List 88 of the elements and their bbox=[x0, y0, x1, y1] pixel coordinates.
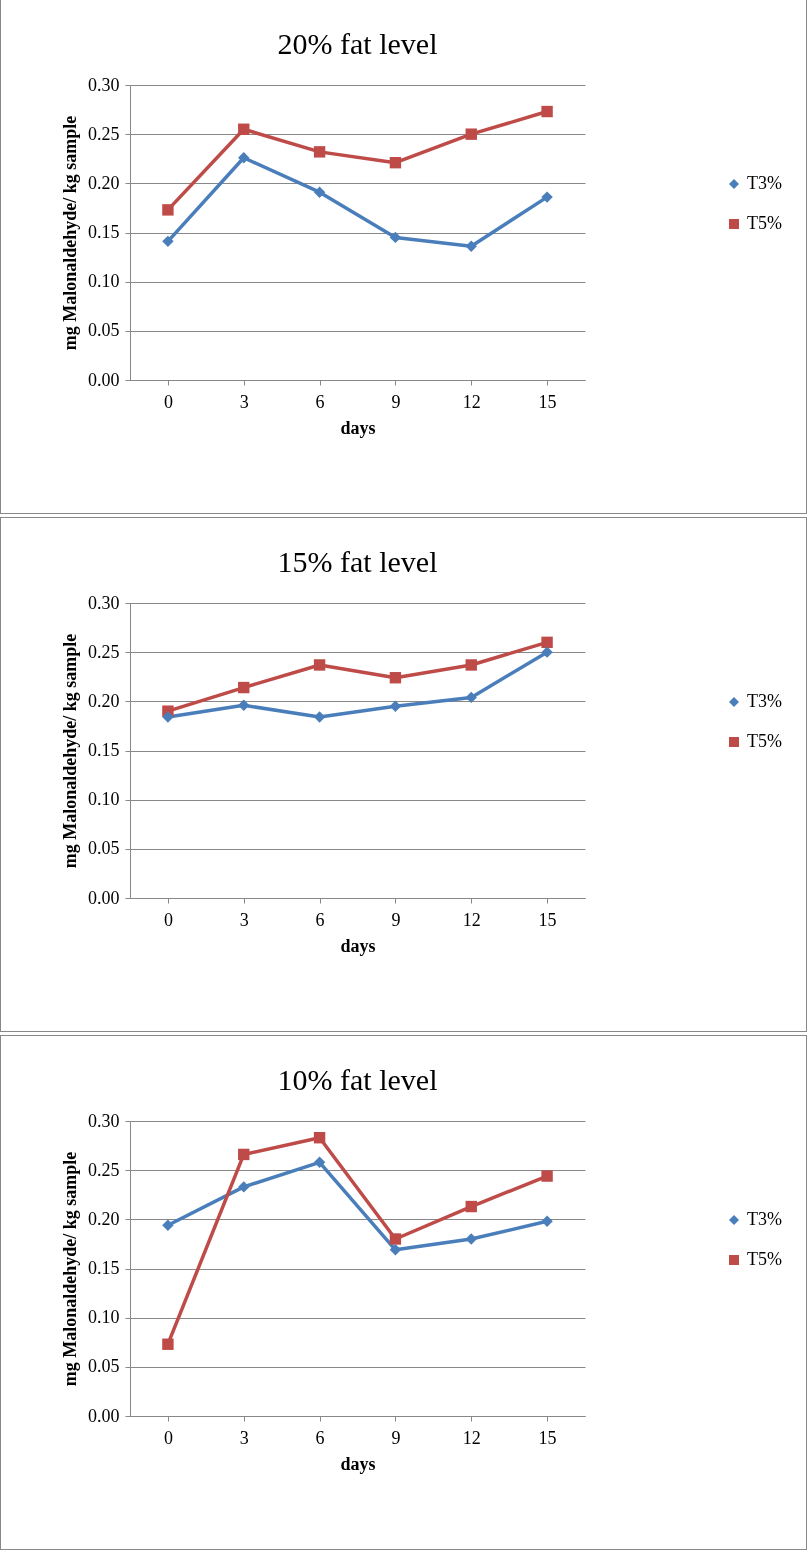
chart-title: 20% fat level bbox=[277, 27, 438, 60]
point bbox=[541, 1170, 553, 1182]
point bbox=[541, 646, 553, 658]
y-tick-label: 0.05 bbox=[88, 320, 120, 341]
point bbox=[162, 1338, 174, 1350]
point bbox=[238, 123, 250, 135]
point bbox=[162, 1219, 174, 1231]
chart-title: 15% fat level bbox=[277, 545, 438, 578]
point bbox=[313, 1156, 326, 1168]
x-tick-label: 0 bbox=[163, 909, 173, 930]
point bbox=[389, 156, 402, 169]
x-tick-label: 3 bbox=[239, 391, 249, 412]
x-tick-label: 15 bbox=[538, 909, 557, 930]
y-tick-label: 0.00 bbox=[88, 1405, 120, 1426]
point bbox=[389, 672, 402, 684]
chart-title: 10% fat level bbox=[277, 1063, 438, 1096]
x-tick-label: 9 bbox=[391, 1427, 401, 1448]
legend-label: T3% bbox=[747, 691, 782, 711]
y-tick-label: 0.25 bbox=[88, 123, 120, 144]
y-tick-label: 0.30 bbox=[88, 1110, 120, 1131]
y-tick-label: 0.30 bbox=[88, 74, 120, 95]
x-tick-label: 3 bbox=[239, 909, 249, 930]
x-tick-label: 15 bbox=[538, 1427, 557, 1448]
point bbox=[313, 146, 326, 158]
y-tick-label: 0.20 bbox=[88, 1208, 120, 1229]
x-tick-label: 15 bbox=[538, 391, 557, 412]
y-tick-label: 0.25 bbox=[88, 1159, 120, 1180]
point bbox=[465, 659, 477, 671]
x-axis-title: days bbox=[340, 417, 376, 438]
x-tick-label: 6 bbox=[315, 391, 325, 412]
y-tick-label: 0.25 bbox=[88, 641, 120, 662]
legend-label: T5% bbox=[747, 1249, 782, 1269]
y-axis-title: mg Malonaldehyde/ kg sample bbox=[60, 115, 80, 351]
y-axis-title: mg Malonaldehyde/ kg sample bbox=[60, 1151, 80, 1387]
point bbox=[541, 105, 553, 118]
y-tick-label: 0.15 bbox=[88, 222, 120, 242]
x-axis-title: days bbox=[340, 1453, 376, 1474]
point bbox=[465, 1233, 477, 1245]
point bbox=[541, 636, 553, 649]
y-tick-label: 0.10 bbox=[88, 789, 120, 810]
y-axis-title: mg Malonaldehyde/ kg sample bbox=[60, 633, 80, 869]
point bbox=[238, 1181, 250, 1193]
point bbox=[465, 1200, 477, 1213]
point bbox=[465, 240, 477, 252]
y-tick-label: 0.10 bbox=[88, 1307, 120, 1328]
y-tick-label: 0.05 bbox=[88, 1356, 120, 1377]
point bbox=[389, 700, 402, 712]
y-tick-label: 0.15 bbox=[88, 740, 120, 760]
legend-label: T3% bbox=[747, 173, 782, 193]
y-tick-label: 0.20 bbox=[88, 172, 120, 193]
point bbox=[465, 128, 477, 140]
point bbox=[162, 204, 174, 216]
x-tick-label: 6 bbox=[315, 1427, 325, 1448]
y-tick-label: 0.05 bbox=[88, 838, 120, 859]
x-tick-label: 12 bbox=[462, 1427, 481, 1448]
x-tick-label: 12 bbox=[462, 909, 481, 930]
y-tick-label: 0.10 bbox=[88, 271, 120, 292]
x-tick-label: 0 bbox=[163, 1427, 173, 1448]
point bbox=[162, 711, 174, 723]
point bbox=[238, 1148, 250, 1161]
y-tick-label: 0.15 bbox=[88, 1258, 120, 1278]
y-tick-label: 0.00 bbox=[88, 369, 120, 390]
legend-label: T5% bbox=[747, 731, 782, 751]
point bbox=[238, 152, 250, 164]
y-tick-label: 0.20 bbox=[88, 690, 120, 711]
point bbox=[389, 231, 402, 244]
x-tick-label: 9 bbox=[391, 391, 401, 412]
legend-label: T3% bbox=[747, 1209, 782, 1229]
x-tick-label: 3 bbox=[239, 1427, 249, 1448]
point bbox=[389, 1244, 402, 1256]
y-tick-label: 0.30 bbox=[88, 592, 120, 613]
point bbox=[238, 681, 250, 694]
x-tick-label: 6 bbox=[315, 909, 325, 930]
point bbox=[313, 659, 326, 671]
point bbox=[313, 186, 326, 198]
x-tick-label: 0 bbox=[163, 391, 173, 412]
point bbox=[465, 691, 477, 704]
x-axis-title: days bbox=[340, 935, 376, 956]
point bbox=[162, 235, 174, 248]
x-tick-label: 12 bbox=[462, 391, 481, 412]
x-tick-label: 9 bbox=[391, 909, 401, 930]
point bbox=[389, 1233, 402, 1245]
point bbox=[238, 699, 250, 711]
y-tick-label: 0.00 bbox=[88, 887, 120, 908]
point bbox=[313, 1132, 326, 1144]
point bbox=[541, 1215, 553, 1227]
legend-label: T5% bbox=[747, 213, 782, 233]
point bbox=[541, 191, 553, 203]
